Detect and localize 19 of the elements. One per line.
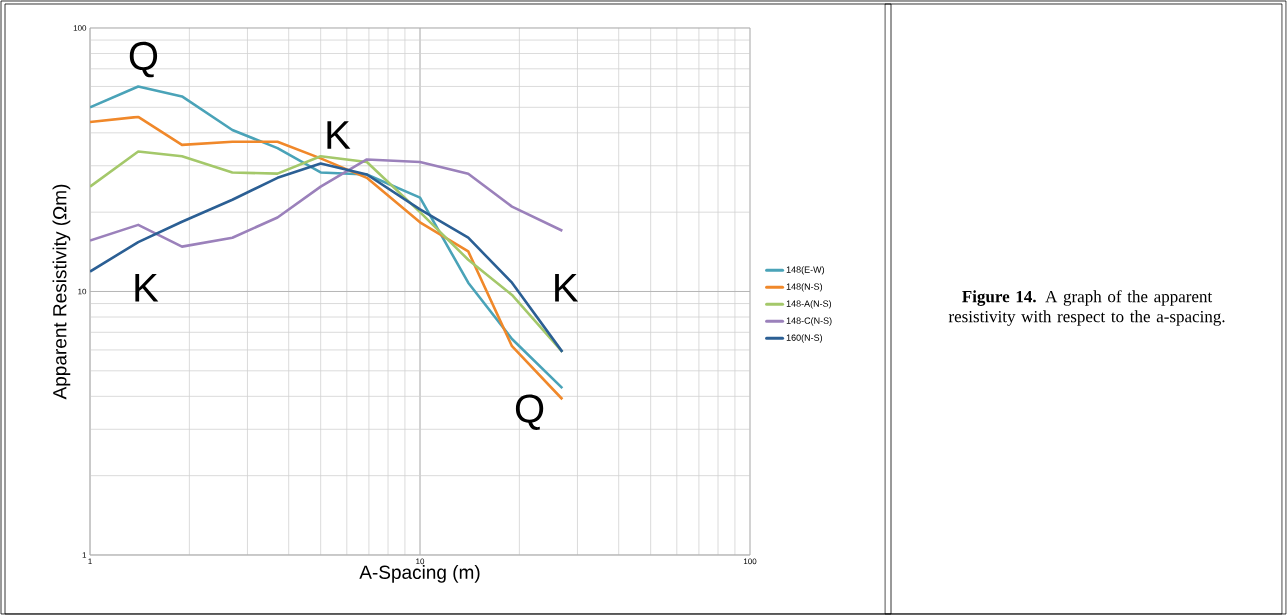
annotation: Q bbox=[129, 41, 158, 78]
y-tick-label: 1 bbox=[82, 552, 87, 558]
text: Figure 14. A graph of the apparent resistivity with respect to the a-spacing. bbox=[948, 290, 1225, 326]
annotation: Q bbox=[515, 394, 544, 430]
y-axis-title: Apparent Resistivity (Ωm) bbox=[52, 184, 71, 400]
y-tick-label: 10 bbox=[78, 288, 87, 295]
y-tick-label: 100 bbox=[73, 25, 87, 31]
x-tick-label: 10 bbox=[416, 558, 425, 565]
annotation: K bbox=[327, 121, 351, 149]
legend-label: 148-A(N-S) bbox=[786, 300, 832, 309]
legend-label: 160(N-S) bbox=[786, 334, 823, 343]
legend-label: 148(N-S) bbox=[786, 283, 823, 292]
x-tick-label: 1 bbox=[88, 558, 92, 565]
annotation: K bbox=[135, 274, 159, 302]
x-tick-label: 100 bbox=[743, 558, 757, 565]
legend-label: 148-C(N-S) bbox=[786, 317, 832, 326]
x-axis-title: A-Spacing (m) bbox=[359, 565, 480, 583]
annotation: K bbox=[555, 274, 579, 302]
legend-label: 148(E-W) bbox=[786, 266, 825, 275]
